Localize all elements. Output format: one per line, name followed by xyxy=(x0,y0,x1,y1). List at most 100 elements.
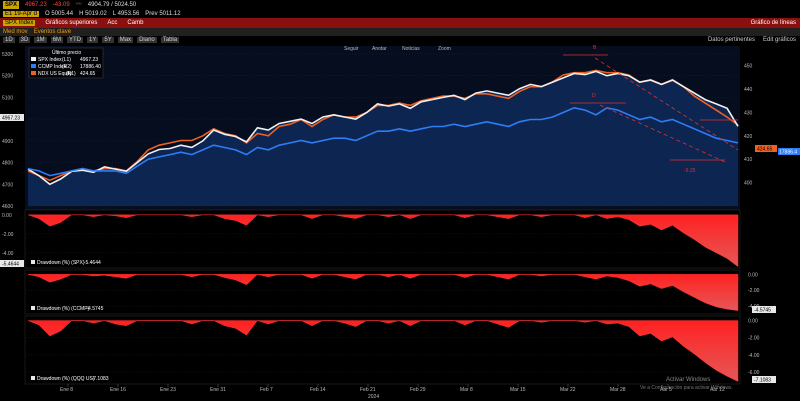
drawdown-panel-3: 0.00 -2.00 -4.00 -6.00 Drawdown (%) (QQQ US)… xyxy=(24,315,776,385)
legend: Último precio SPX Index (L1) 4967.23 CCM… xyxy=(28,47,104,79)
menu-change[interactable]: Camb xyxy=(127,20,144,26)
index-tag[interactable]: SPX Index xyxy=(3,20,36,26)
x-tick-label: Mar 8 xyxy=(460,387,473,393)
price-change: -43.09 xyxy=(52,2,70,8)
drawdown-badge: -5.4644 xyxy=(2,262,19,268)
right-axis-ticks: 450 440 430 420 410 400 xyxy=(744,64,753,187)
drawdown-value: -7.1083 xyxy=(92,376,109,382)
sparkline-icon: 〰 xyxy=(75,2,82,8)
range-3d-button[interactable]: 3D xyxy=(18,37,31,43)
legend-ndx-value: 424.65 xyxy=(80,71,96,77)
drawdown-value: -5.4644 xyxy=(84,260,101,266)
annotation-drop: -5.25 xyxy=(684,168,696,174)
drawdown-badge-bg xyxy=(0,260,24,267)
drawdown-area xyxy=(27,320,739,382)
legend-ccmp-tag: (R2) xyxy=(62,64,72,70)
edit-chart-button[interactable]: Edit gráficos xyxy=(762,37,796,43)
x-tick-label: Feb 29 xyxy=(410,387,426,393)
prev-value: 5011.12 xyxy=(159,11,181,17)
related-data-button[interactable]: Datos pertinentes xyxy=(707,37,755,43)
frequency-daily-button[interactable]: Diario xyxy=(137,37,157,43)
drawdown-tick-label: -4.00 xyxy=(748,353,760,359)
drawdown-legend-swatch xyxy=(31,376,35,380)
legend-ndx-name: NDX US Equity xyxy=(38,71,73,77)
left-axis-ticks: 53005200510050004900480047004600 xyxy=(2,52,13,210)
menu-graphs[interactable]: Gráficos superiores xyxy=(45,20,98,26)
legend-spx-tag: (L1) xyxy=(62,57,71,63)
drawdown-label: Drawdown (%) (CCMP) xyxy=(37,306,90,312)
table-button[interactable]: Tabla xyxy=(160,37,180,43)
annotate-button[interactable]: Anotar xyxy=(372,46,387,52)
drawdown-label: Drawdown (%) (QQQ US) xyxy=(37,376,95,382)
drawdown-value: -4.5745 xyxy=(86,306,103,312)
x-tick-label: Mar 28 xyxy=(610,387,626,393)
right-tick-label: 430 xyxy=(744,110,753,116)
drawdown-tick-label: 0.00 xyxy=(748,272,758,278)
ndx-badge-bg xyxy=(755,145,777,152)
range-6m-button[interactable]: 6M xyxy=(50,37,64,43)
drawdown-badge: -7.1083 xyxy=(754,378,771,384)
left-price-badge: 4967.23 xyxy=(2,116,20,122)
x-tick-label: Ene 16 xyxy=(110,387,126,393)
date-line: E1 19-Apr d xyxy=(3,11,40,17)
menu-actions[interactable]: Acc xyxy=(107,20,118,26)
ticker-label[interactable]: SPX xyxy=(3,1,20,9)
ccmp-badge-bg xyxy=(778,148,800,155)
range-ytd-button[interactable]: YTD xyxy=(67,37,84,43)
chart-type-title[interactable]: Gráfico de líneas xyxy=(750,20,796,26)
ccmp-series-line[interactable] xyxy=(27,106,739,177)
function-bar: SPX Index Gráficos superiores Acc Camb G… xyxy=(0,18,800,28)
spx-area-fill xyxy=(28,71,738,207)
legend-entry-ccmp[interactable]: CCMP Index (R2) 17886.40 xyxy=(31,64,101,70)
drawdown-area xyxy=(27,274,739,311)
moving-average-toggle[interactable]: Med mov xyxy=(3,29,28,35)
key-events-toggle[interactable]: Eventos clave xyxy=(33,29,72,35)
follow-button[interactable]: Seguir xyxy=(344,46,359,52)
last-price: 4967.23 xyxy=(25,2,47,8)
x-tick-label: Mar 15 xyxy=(510,387,526,393)
drawdown-panel-bg xyxy=(24,315,741,385)
drawdown-panel-bg xyxy=(24,209,741,269)
low-label: L xyxy=(112,11,116,17)
left-tick-label: 4800 xyxy=(2,161,13,167)
left-tick-label: 5300 xyxy=(2,52,13,58)
legend-entry-spx[interactable]: SPX Index (L1) 4967.23 xyxy=(31,57,98,63)
range-5y-button[interactable]: 5Y xyxy=(102,37,114,43)
right-tick-label: 420 xyxy=(744,134,753,140)
legend-ccmp-value: 17886.40 xyxy=(80,64,101,70)
drawdown-tick-label: 0.00 xyxy=(2,213,12,219)
drawdown-legend-swatch xyxy=(31,306,35,310)
zoom-button[interactable]: Zoom xyxy=(438,46,451,52)
left-tick-label: 5100 xyxy=(2,95,13,101)
range-toolbar: 1D 3D 1M 6M YTD 1Y 5Y Max Diario Tabla D… xyxy=(0,36,800,44)
x-axis: Ene 8 Ene 16 Ene 23 Ene 31 Feb 7 Feb 14 Feb 21… xyxy=(60,384,725,393)
ndx-badge: 424.65 xyxy=(757,147,773,153)
left-tick-label: 4900 xyxy=(2,139,13,145)
range-1y-button[interactable]: 1Y xyxy=(87,37,99,43)
annotation-peak: B xyxy=(593,45,597,51)
studies-bar: Med mov Eventos clave xyxy=(0,28,800,36)
open-label: O xyxy=(45,11,50,17)
drawdown-tick-label: -2.00 xyxy=(748,336,760,342)
legend-spx-name: SPX Index xyxy=(38,57,62,63)
quote-bar: SPX 4967.23 -43.09 〰 4904.79 / 5024.50 xyxy=(0,0,800,10)
legend-entry-ndx[interactable]: NDX US Equity (R1) 424.65 xyxy=(31,71,96,77)
news-button[interactable]: Noticias xyxy=(402,46,420,52)
drawdown-tick-label: -6.00 xyxy=(748,370,760,376)
left-price-badge-bg xyxy=(0,114,24,121)
x-tick-label: Ene 31 xyxy=(210,387,226,393)
range-1m-button[interactable]: 1M xyxy=(34,37,47,43)
drawdown-tick-label: -2.00 xyxy=(2,232,14,238)
right-tick-label: 440 xyxy=(744,87,753,93)
drawdown-legend-swatch xyxy=(31,260,35,264)
drawdown-label: Drawdown (%) (SPX) xyxy=(37,260,85,266)
legend-title: Último precio xyxy=(52,49,81,56)
low-value: 4953.56 xyxy=(117,11,140,17)
range-max-button[interactable]: Max xyxy=(117,37,134,43)
right-tick-label: 400 xyxy=(744,181,753,187)
range-1d-button[interactable]: 1D xyxy=(3,37,15,43)
